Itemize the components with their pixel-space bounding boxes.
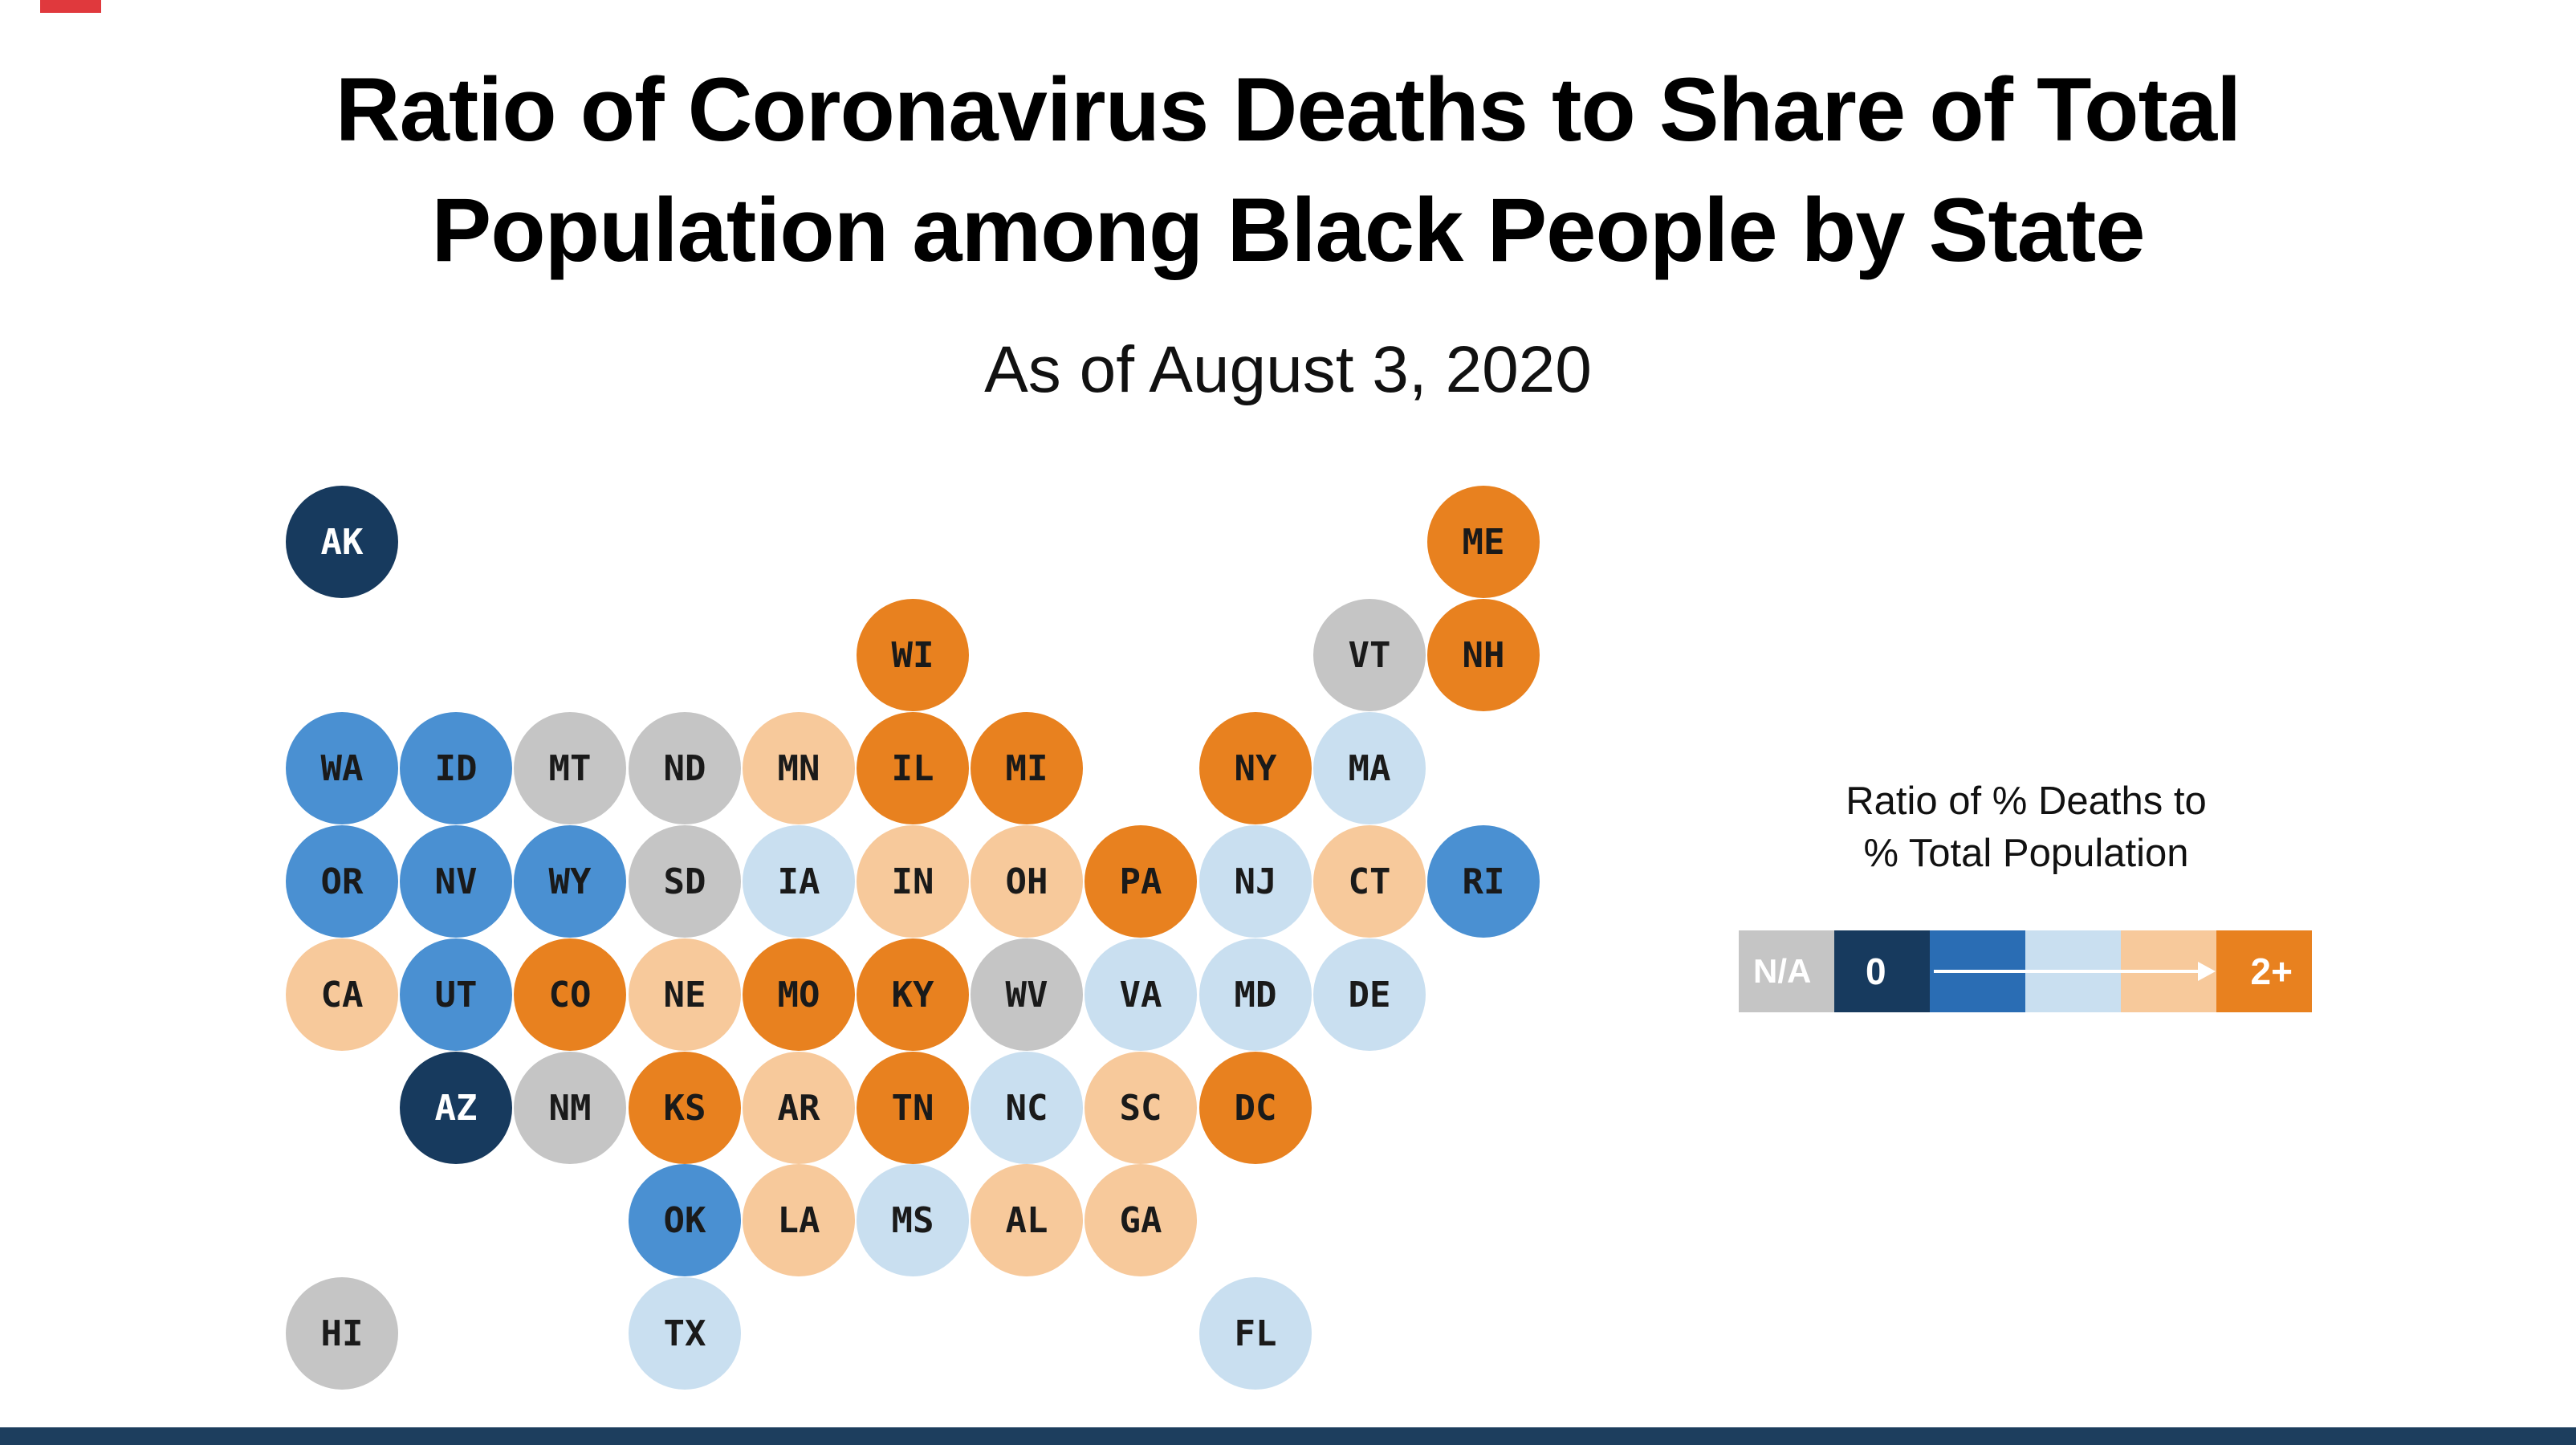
- state-tile-az: AZ: [400, 1052, 512, 1164]
- state-tile-ok: OK: [629, 1164, 741, 1276]
- state-tile-wa: WA: [286, 712, 398, 824]
- state-tile-mo: MO: [743, 938, 855, 1051]
- state-tile-pa: PA: [1085, 825, 1197, 938]
- legend-zero-label: 0: [1866, 950, 1886, 992]
- state-tile-ar: AR: [743, 1052, 855, 1164]
- state-tile-ma: MA: [1313, 712, 1426, 824]
- legend-title: Ratio of % Deaths to % Total Population: [1733, 775, 2319, 879]
- state-tile-ms: MS: [857, 1164, 969, 1276]
- state-tile-id: ID: [400, 712, 512, 824]
- state-tile-ne: NE: [629, 938, 741, 1051]
- state-tile-vt: VT: [1313, 599, 1426, 711]
- state-tile-wv: WV: [971, 938, 1083, 1051]
- state-tile-nh: NH: [1427, 599, 1540, 711]
- legend-segment-5: [2216, 930, 2312, 1012]
- state-tile-sd: SD: [629, 825, 741, 938]
- legend-segment-3: [2025, 930, 2121, 1012]
- state-tile-al: AL: [971, 1164, 1083, 1276]
- page-title-line-1: Ratio of Coronavirus Deaths to Share of …: [335, 59, 2242, 160]
- state-tile-ct: CT: [1313, 825, 1426, 938]
- state-tile-ny: NY: [1199, 712, 1312, 824]
- legend-title-line-2: % Total Population: [1863, 831, 2189, 875]
- state-tile-sc: SC: [1085, 1052, 1197, 1164]
- footer-bar: [0, 1427, 2576, 1445]
- state-tile-il: IL: [857, 712, 969, 824]
- legend-segment-1: [1834, 930, 1930, 1012]
- state-tile-ak: AK: [286, 486, 398, 598]
- state-tile-la: LA: [743, 1164, 855, 1276]
- state-tile-ga: GA: [1085, 1164, 1197, 1276]
- state-tile-mi: MI: [971, 712, 1083, 824]
- state-tile-ca: CA: [286, 938, 398, 1051]
- page-title-line-2: Population among Black People by State: [431, 180, 2146, 281]
- legend-bar: N/A 0 2+: [1739, 930, 2312, 1012]
- state-tile-va: VA: [1085, 938, 1197, 1051]
- state-tile-nd: ND: [629, 712, 741, 824]
- state-tile-tn: TN: [857, 1052, 969, 1164]
- state-tile-ia: IA: [743, 825, 855, 938]
- state-tile-fl: FL: [1199, 1277, 1312, 1390]
- state-tile-nm: NM: [514, 1052, 626, 1164]
- state-tile-ky: KY: [857, 938, 969, 1051]
- header: Ratio of Coronavirus Deaths to Share of …: [0, 50, 2576, 408]
- state-tile-dc: DC: [1199, 1052, 1312, 1164]
- state-tile-nc: NC: [971, 1052, 1083, 1164]
- state-tile-wy: WY: [514, 825, 626, 938]
- legend-title-line-1: Ratio of % Deaths to: [1846, 779, 2207, 823]
- state-tile-me: ME: [1427, 486, 1540, 598]
- state-tile-or: OR: [286, 825, 398, 938]
- state-tile-oh: OH: [971, 825, 1083, 938]
- state-tile-nj: NJ: [1199, 825, 1312, 938]
- state-tile-de: DE: [1313, 938, 1426, 1051]
- top-accent-bar: [40, 0, 101, 13]
- legend-segment-2: [1930, 930, 2025, 1012]
- state-tile-mn: MN: [743, 712, 855, 824]
- state-tile-md: MD: [1199, 938, 1312, 1051]
- state-tile-tx: TX: [629, 1277, 741, 1390]
- state-tile-nv: NV: [400, 825, 512, 938]
- legend-na-label: N/A: [1753, 952, 1812, 990]
- legend-max-label: 2+: [2250, 950, 2293, 992]
- state-tile-co: CO: [514, 938, 626, 1051]
- state-tile-wi: WI: [857, 599, 969, 711]
- state-tile-hi: HI: [286, 1277, 398, 1390]
- page-subtitle: As of August 3, 2020: [984, 333, 1592, 407]
- state-tile-ks: KS: [629, 1052, 741, 1164]
- legend-segment-0: [1739, 930, 1834, 1012]
- state-tile-ri: RI: [1427, 825, 1540, 938]
- state-tile-in: IN: [857, 825, 969, 938]
- state-tile-ut: UT: [400, 938, 512, 1051]
- state-tile-mt: MT: [514, 712, 626, 824]
- legend-segment-4: [2121, 930, 2216, 1012]
